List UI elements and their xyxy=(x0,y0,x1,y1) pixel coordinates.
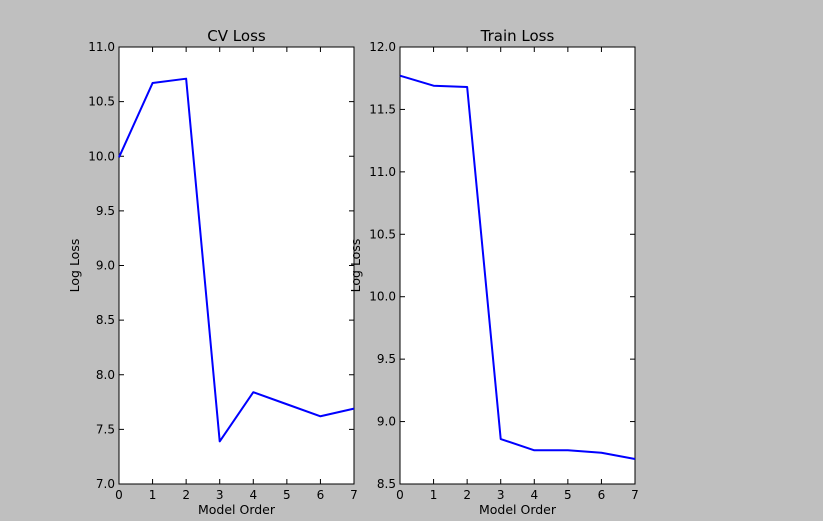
x-tick-label: 2 xyxy=(182,488,190,502)
x-axis-label: Model Order xyxy=(479,502,557,517)
y-tick-label: 10.5 xyxy=(88,95,115,109)
y-tick-label: 7.0 xyxy=(96,477,115,491)
x-tick-label: 1 xyxy=(430,488,438,502)
y-axis-label: Log Loss xyxy=(348,239,363,293)
x-axis-label: Model Order xyxy=(198,502,276,517)
y-tick-label: 9.0 xyxy=(377,415,396,429)
x-tick-label: 3 xyxy=(216,488,224,502)
x-tick-label: 0 xyxy=(396,488,404,502)
y-tick-label: 8.5 xyxy=(377,477,396,491)
x-tick-label: 7 xyxy=(350,488,358,502)
x-tick-label: 4 xyxy=(249,488,257,502)
y-tick-label: 11.5 xyxy=(369,102,396,116)
x-tick-label: 5 xyxy=(564,488,572,502)
x-tick-label: 6 xyxy=(317,488,325,502)
x-tick-label: 5 xyxy=(283,488,291,502)
x-tick-label: 4 xyxy=(530,488,538,502)
y-tick-label: 10.0 xyxy=(369,290,396,304)
chart-title: Train Loss xyxy=(480,27,555,45)
plot-area xyxy=(399,46,636,485)
x-tick-label: 0 xyxy=(115,488,123,502)
y-tick-label: 8.0 xyxy=(96,368,115,382)
chart-panel-1: 0 1 2 3 4 5 6 7 8.5 9.0 9.5 10.0 10.5 11.0 11.5 12.0 Tra… xyxy=(348,27,639,517)
y-tick-label: 9.0 xyxy=(96,259,115,273)
y-tick-label: 9.5 xyxy=(96,204,115,218)
chart-panel-0: 0 1 2 3 4 5 6 7 7.0 7.5 8.0 8.5 9.0 9.5 10.0 10.5 11.0 CV… xyxy=(67,27,358,517)
y-axis-label: Log Loss xyxy=(67,239,82,293)
y-tick-label: 7.5 xyxy=(96,422,115,436)
plot-area xyxy=(118,46,355,485)
x-tick-label: 3 xyxy=(497,488,505,502)
y-tick-label: 11.0 xyxy=(88,40,115,54)
series-line xyxy=(118,77,355,443)
y-tick-label: 10.5 xyxy=(369,227,396,241)
x-tick-label: 6 xyxy=(598,488,606,502)
y-tick-label: 12.0 xyxy=(369,40,396,54)
y-tick-label: 8.5 xyxy=(96,313,115,327)
x-tick-label: 2 xyxy=(463,488,471,502)
y-tick-label: 10.0 xyxy=(88,149,115,163)
y-tick-label: 11.0 xyxy=(369,165,396,179)
chart-title: CV Loss xyxy=(207,27,266,45)
x-tick-label: 1 xyxy=(149,488,157,502)
series-line xyxy=(399,74,636,461)
y-tick-label: 9.5 xyxy=(377,352,396,366)
x-tick-label: 7 xyxy=(631,488,639,502)
